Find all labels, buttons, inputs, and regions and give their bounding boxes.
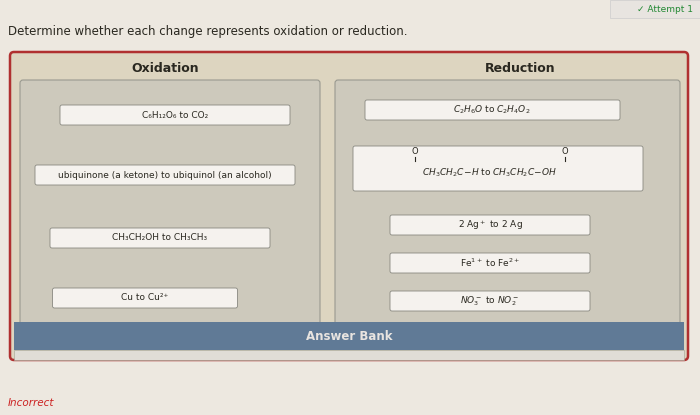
Text: Determine whether each change represents oxidation or reduction.: Determine whether each change represents… [8, 25, 407, 39]
FancyBboxPatch shape [20, 80, 320, 332]
FancyBboxPatch shape [390, 291, 590, 311]
Bar [610, 0, 700, 18]
Text: Reduction: Reduction [484, 61, 555, 75]
Bar [14, 322, 684, 350]
Text: ubiquinone (a ketone) to ubiquinol (an alcohol): ubiquinone (a ketone) to ubiquinol (an a… [58, 171, 272, 180]
FancyBboxPatch shape [365, 100, 620, 120]
Text: O: O [561, 147, 568, 156]
Text: 2 Ag$^+$ to 2 Ag: 2 Ag$^+$ to 2 Ag [458, 218, 522, 232]
FancyBboxPatch shape [10, 52, 688, 360]
FancyBboxPatch shape [390, 253, 590, 273]
FancyBboxPatch shape [335, 80, 680, 332]
Text: Answer Bank: Answer Bank [306, 330, 392, 342]
Bar [14, 350, 684, 360]
Text: ✓ Attempt 1: ✓ Attempt 1 [637, 5, 693, 14]
Text: O: O [412, 147, 419, 156]
FancyBboxPatch shape [60, 105, 290, 125]
FancyBboxPatch shape [35, 165, 295, 185]
Text: Fe$^{1+}$ to Fe$^{2+}$: Fe$^{1+}$ to Fe$^{2+}$ [460, 257, 520, 269]
Text: Oxidation: Oxidation [131, 61, 199, 75]
Text: C₆H₁₂O₆ to CO₂: C₆H₁₂O₆ to CO₂ [142, 110, 208, 120]
FancyBboxPatch shape [390, 215, 590, 235]
Text: $C_2H_6O$ to $C_2H_4O_2$: $C_2H_6O$ to $C_2H_4O_2$ [454, 104, 531, 116]
FancyBboxPatch shape [353, 146, 643, 191]
Text: Cu to Cu²⁺: Cu to Cu²⁺ [121, 293, 169, 303]
Text: CH₃CH₂OH to CH₃CH₃: CH₃CH₂OH to CH₃CH₃ [113, 234, 208, 242]
FancyBboxPatch shape [50, 228, 270, 248]
Text: Incorrect: Incorrect [8, 398, 55, 408]
Text: $CH_3CH_2C\!-\!H$ to $CH_3CH_2C\!-\!OH$: $CH_3CH_2C\!-\!H$ to $CH_3CH_2C\!-\!OH$ [422, 167, 558, 179]
Text: $NO_3^-$ to $NO_2^-$: $NO_3^-$ to $NO_2^-$ [460, 294, 520, 308]
FancyBboxPatch shape [52, 288, 237, 308]
